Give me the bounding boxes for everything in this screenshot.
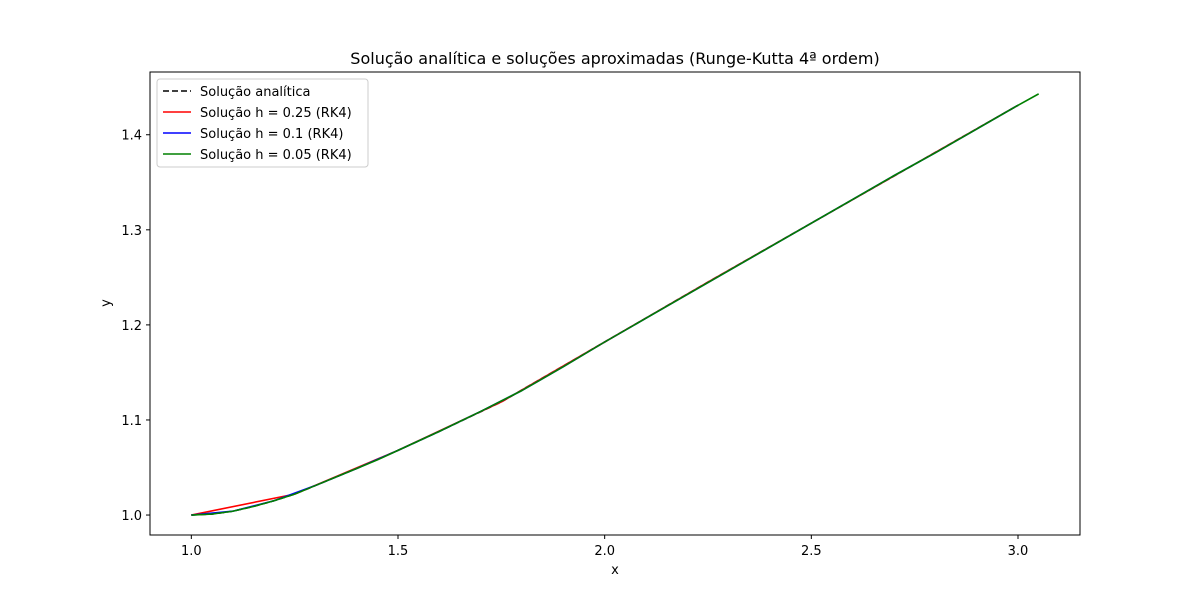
x-tick-label: 2.5 <box>801 544 822 559</box>
legend-label-solucao-h-0-05-rk4: Solução h = 0.05 (RK4) <box>200 148 352 163</box>
y-tick-label: 1.1 <box>121 414 142 429</box>
legend-label-solucao-analitica: Solução analítica <box>200 85 310 100</box>
x-axis: 1.0 1.5 2.0 2.5 3.0 <box>181 535 1028 559</box>
x-tick-label: 1.0 <box>181 544 202 559</box>
y-tick-label: 1.2 <box>121 319 142 334</box>
y-axis-label: y <box>99 299 114 307</box>
chart-title: Solução analítica e soluções aproximadas… <box>350 49 879 68</box>
legend: Solução analítica Solução h = 0.25 (RK4) S… <box>156 78 369 168</box>
series-layer <box>191 93 1040 516</box>
x-axis-label: x <box>611 563 619 578</box>
legend-label-solucao-h-0-1-rk4: Solução h = 0.1 (RK4) <box>200 127 343 142</box>
y-tick-label: 1.3 <box>121 224 142 239</box>
x-tick-label: 3.0 <box>1008 544 1029 559</box>
x-tick-label: 2.0 <box>594 544 615 559</box>
legend-label-solucao-h-0-25-rk4: Solução h = 0.25 (RK4) <box>200 106 352 121</box>
series-line-solucao-h-0-05-rk4 <box>191 93 1040 516</box>
y-tick-label: 1.0 <box>121 509 142 524</box>
legend-box <box>156 78 369 168</box>
plot-frame <box>149 71 1081 536</box>
y-axis: 1.0 1.1 1.2 1.3 1.4 <box>121 129 150 524</box>
y-tick-label: 1.4 <box>121 129 142 144</box>
x-tick-label: 1.5 <box>388 544 409 559</box>
